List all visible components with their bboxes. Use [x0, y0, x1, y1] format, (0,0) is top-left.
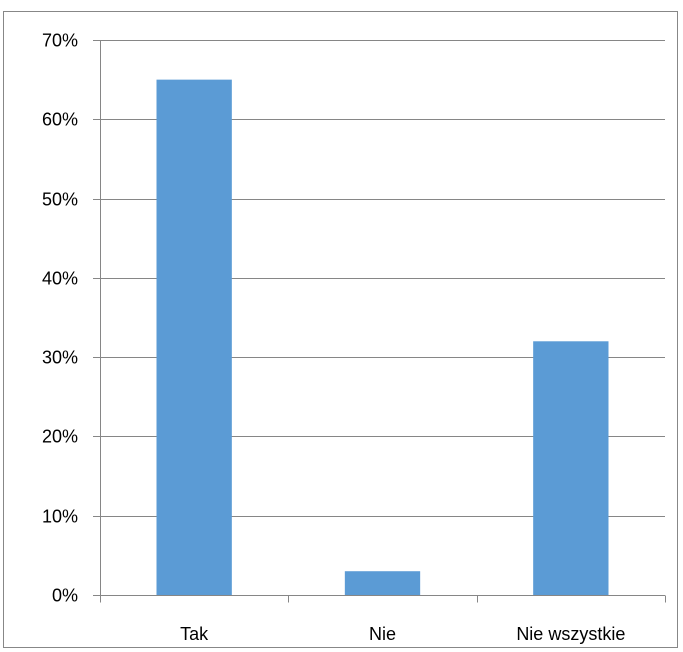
x-tick-label: Nie	[369, 624, 396, 644]
bar	[344, 571, 421, 595]
y-tick-labels: 0% 10% 20% 30% 40% 50% 60% 70%	[42, 31, 78, 606]
y-tick-label: 70%	[42, 31, 78, 51]
y-tick-label: 30%	[42, 348, 78, 368]
y-tick-label: 10%	[42, 507, 78, 527]
x-tick-labels: Tak Nie Nie wszystkie	[180, 624, 625, 644]
y-tick-label: 40%	[42, 269, 78, 289]
y-tick-label: 20%	[42, 427, 78, 447]
y-tick-label: 60%	[42, 110, 78, 130]
y-tick-label: 50%	[42, 190, 78, 210]
axes	[93, 40, 666, 603]
x-tick-label: Tak	[180, 624, 209, 644]
bar	[156, 79, 232, 595]
bars	[156, 79, 609, 595]
y-tick-label: 0%	[52, 586, 78, 606]
x-tick-label: Nie wszystkie	[516, 624, 625, 644]
bar	[533, 341, 609, 595]
